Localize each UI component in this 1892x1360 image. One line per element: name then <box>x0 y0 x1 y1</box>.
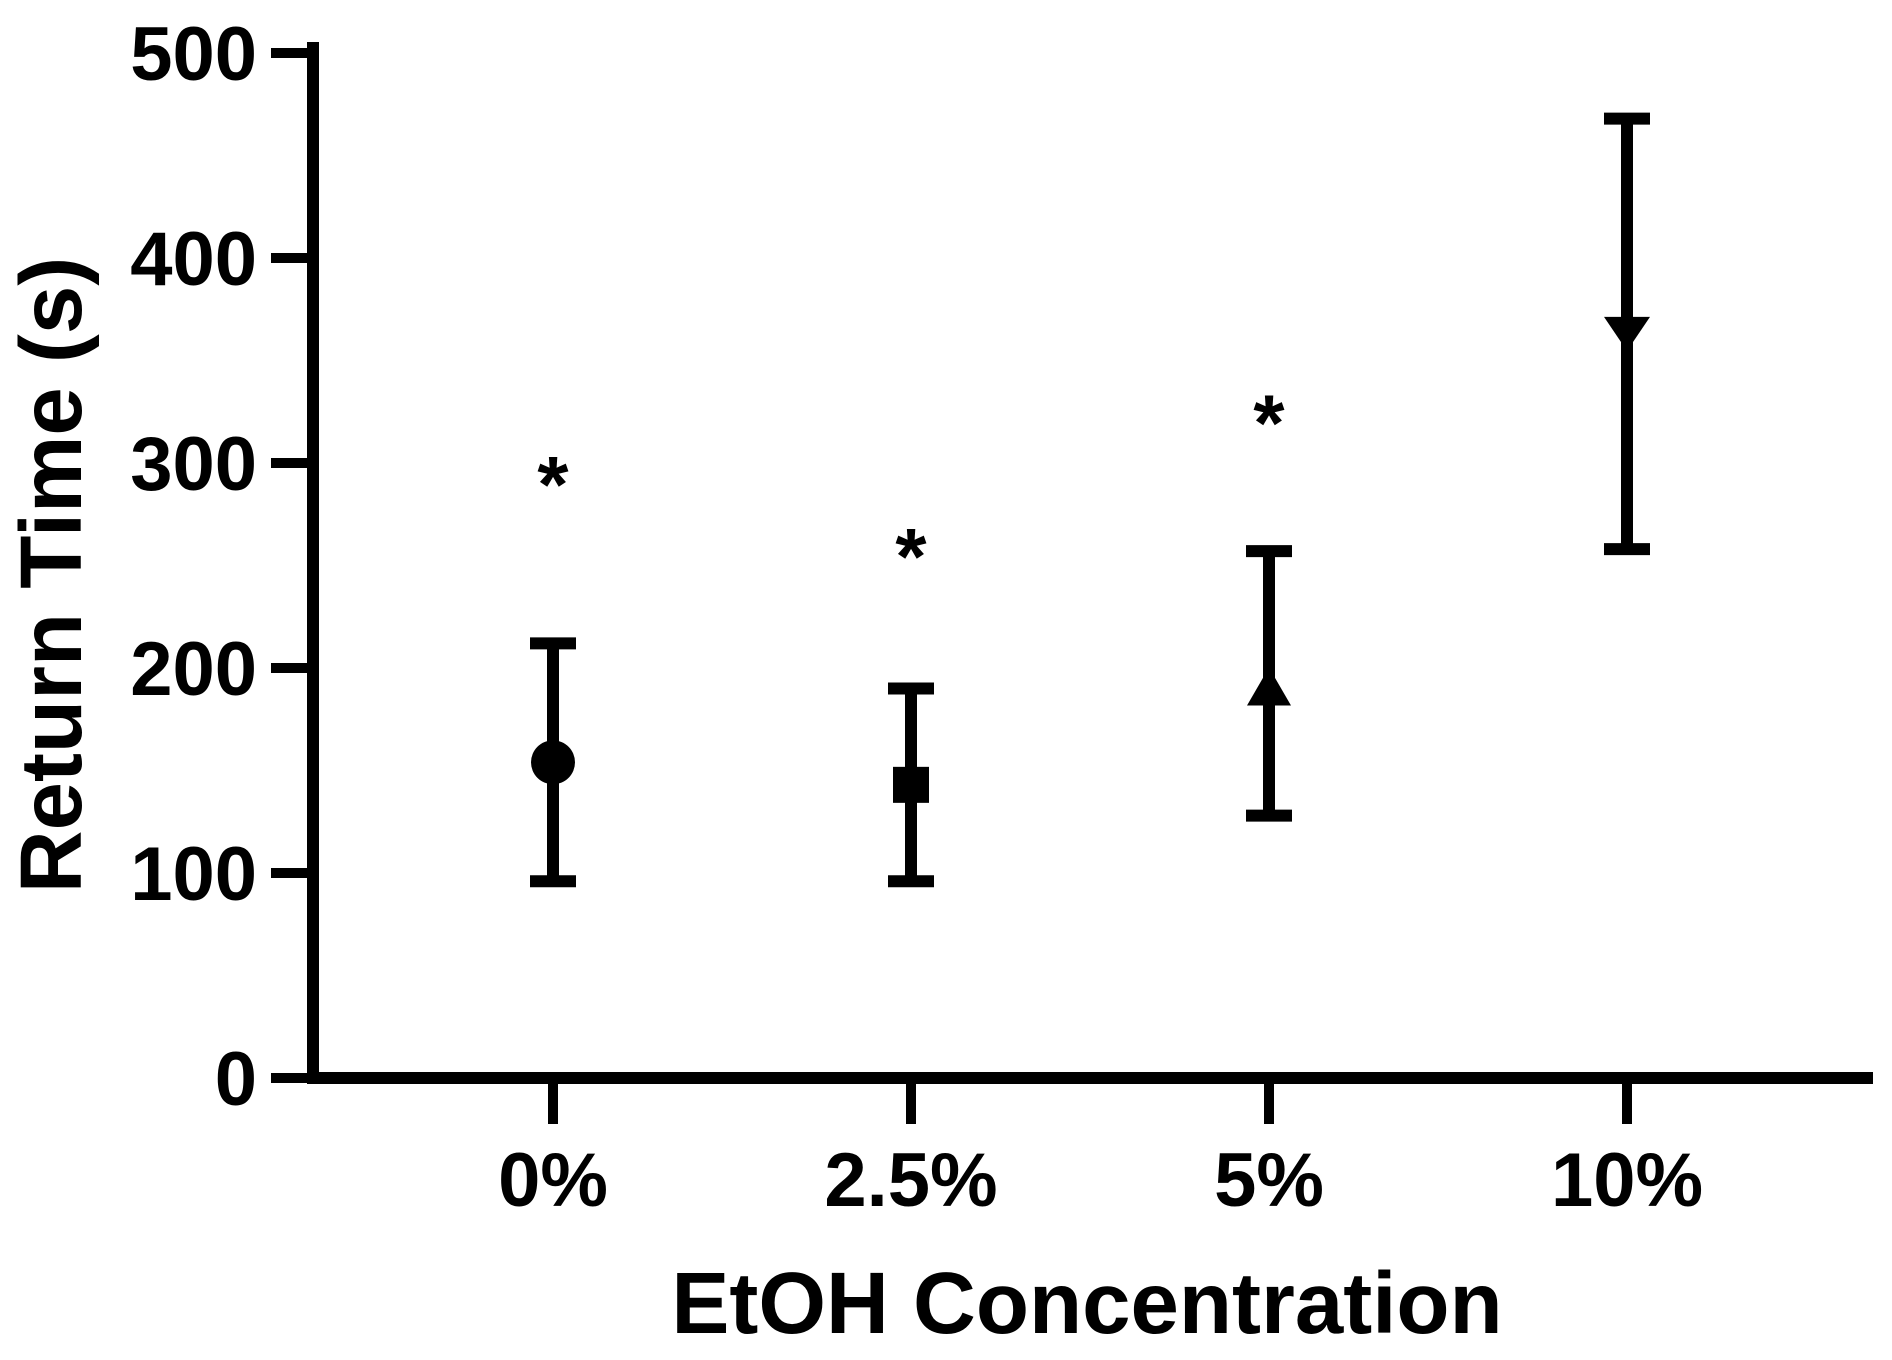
marker-circle <box>531 740 575 785</box>
x-tick-label: 2.5% <box>824 1138 997 1223</box>
x-tick-label: 5% <box>1214 1138 1324 1223</box>
data-layer: * * * <box>530 112 1650 888</box>
y-tick-label: 300 <box>130 422 257 507</box>
y-axis-title: Return Time (s) <box>3 257 100 894</box>
data-point-0%: * <box>530 440 576 888</box>
significance-asterisk: * <box>895 512 927 601</box>
y-tick-label: 0 <box>215 1037 257 1122</box>
x-axis-title: EtOH Concentration <box>671 1255 1502 1352</box>
y-tick-label: 200 <box>130 627 257 712</box>
x-tick-label: 10% <box>1551 1138 1703 1223</box>
y-tick-label: 500 <box>130 12 257 97</box>
significance-asterisk: * <box>1253 379 1285 468</box>
marker-square <box>893 766 929 803</box>
marker-triangle-up <box>1247 667 1291 706</box>
data-point-2.5%: * <box>888 512 934 888</box>
marker-triangle-down <box>1604 316 1650 351</box>
data-point-5%: * <box>1246 379 1292 822</box>
data-point-10% <box>1604 112 1650 556</box>
y-tick-label: 400 <box>130 217 257 302</box>
axes-layer: 0 100 200 300 400 500 0% 2.5% 5% 10% <box>130 12 1873 1223</box>
x-tick-label: 0% <box>498 1138 608 1223</box>
y-tick-label: 100 <box>130 832 257 917</box>
significance-asterisk: * <box>537 440 569 529</box>
